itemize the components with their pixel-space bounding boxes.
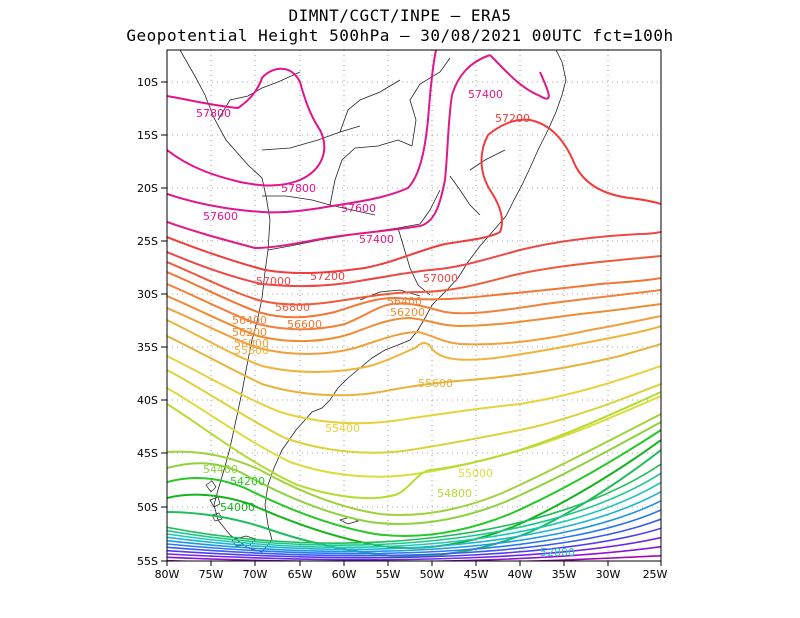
contour-57200 (167, 118, 661, 275)
contour-57000 (167, 231, 661, 288)
label-57200-b: 57200 (495, 112, 530, 125)
lon-label-55w: 55W (376, 568, 401, 581)
contour-56400 (167, 283, 661, 331)
contour-56600 (167, 271, 661, 319)
tick-marks (161, 81, 662, 566)
label-56200-a: 56200 (232, 326, 267, 339)
contour-56000 (167, 307, 661, 355)
label-57400-a: 57400 (359, 233, 394, 246)
lat-label-15s: 15S (137, 129, 158, 142)
contour-54400 (167, 421, 661, 525)
deep-contours (167, 463, 661, 561)
contour-lines (167, 50, 661, 558)
lon-label-75w: 75W (199, 568, 224, 581)
lat-label-50s: 50S (137, 501, 158, 514)
contour-55800 (167, 319, 661, 373)
contour-55600 (167, 335, 661, 397)
deep-contour-5 (167, 500, 661, 553)
label-57000-a: 57000 (256, 275, 291, 288)
lon-label-35w: 35W (552, 568, 577, 581)
label-56600: 56600 (287, 318, 322, 331)
label-56400-b: 56400 (387, 295, 422, 308)
label-55600: 55600 (418, 377, 453, 390)
contour-55200 (167, 369, 661, 454)
lon-label-30w: 30W (596, 568, 621, 581)
contour-57600 (167, 50, 437, 214)
deep-contour-4 (167, 490, 661, 551)
lon-label-40w: 40W (508, 568, 533, 581)
lat-label-25s: 25S (137, 235, 158, 248)
contour-57400b (489, 54, 550, 100)
lat-label-45s: 45S (137, 447, 158, 460)
contour-labels: 57800 57800 57600 57600 57400 57400 5720… (196, 88, 575, 559)
label-54200: 54200 (230, 475, 265, 488)
lon-label-60w: 60W (332, 568, 357, 581)
contour-54000 (167, 439, 661, 549)
contour-54600 (167, 413, 661, 517)
lat-axis-labels: 10S 15S 20S 25S 30S 35S 40S 45S 50S 55S (137, 76, 158, 568)
lon-label-70w: 70W (243, 568, 268, 581)
label-57400-b: 57400 (468, 88, 503, 101)
lon-label-50w: 50W (420, 568, 445, 581)
lon-label-25w: 25W (643, 568, 668, 581)
label-52800: 52800 (540, 546, 575, 559)
label-55800: 55800 (234, 344, 269, 357)
lat-label-55s: 55S (137, 555, 158, 568)
map-title-source: DIMNT/CGCT/INPE – ERA5 (288, 6, 512, 25)
label-55000: 55000 (458, 467, 493, 480)
lat-label-30s: 30S (137, 288, 158, 301)
label-56400-a: 56400 (232, 314, 267, 327)
label-57200-a: 57200 (310, 270, 345, 283)
deep-contour-9 (167, 536, 661, 561)
label-57800-b: 57800 (281, 182, 316, 195)
lon-label-80w: 80W (155, 568, 180, 581)
lon-axis-labels: 80W 75W 70W 65W 60W 55W 50W 45W 40W 35W … (155, 568, 668, 581)
map-title-field: Geopotential Height 500hPa – 30/08/2021 … (126, 26, 674, 45)
label-57600-b: 57600 (341, 202, 376, 215)
deep-contour-2 (167, 472, 661, 546)
plot-frame (166, 49, 662, 562)
contour-55400 (167, 355, 661, 425)
lon-label-45w: 45W (464, 568, 489, 581)
deep-contour-11 (167, 555, 661, 561)
lat-label-35s: 35S (137, 341, 158, 354)
contour-56200 (167, 295, 661, 343)
label-54000: 54000 (220, 501, 255, 514)
contour-56800 (167, 255, 661, 306)
contour-57400 (167, 54, 491, 250)
lat-label-20s: 20S (137, 182, 158, 195)
label-56200-b: 56200 (390, 306, 425, 319)
contour-54200 (167, 429, 661, 537)
lat-label-40s: 40S (137, 394, 158, 407)
deep-contour-6 (167, 509, 661, 555)
label-57000-b: 57000 (423, 272, 458, 285)
contour-55000 (167, 387, 661, 478)
deep-contour-7 (167, 518, 661, 557)
label-57600-a: 57600 (203, 210, 238, 223)
label-54800: 54800 (437, 487, 472, 500)
deep-contour-1 (167, 463, 661, 544)
deep-contour-3 (167, 481, 661, 549)
label-55400: 55400 (325, 422, 360, 435)
lon-label-65w: 65W (288, 568, 313, 581)
lat-label-10s: 10S (137, 76, 158, 89)
label-54400: 54400 (203, 463, 238, 476)
deep-contour-8 (167, 527, 661, 559)
label-57800-a: 57800 (196, 107, 231, 120)
label-56800: 56800 (275, 301, 310, 314)
label-56000: 56000 (234, 337, 269, 350)
contour-54800 (167, 391, 661, 500)
contour-57800 (167, 67, 326, 187)
